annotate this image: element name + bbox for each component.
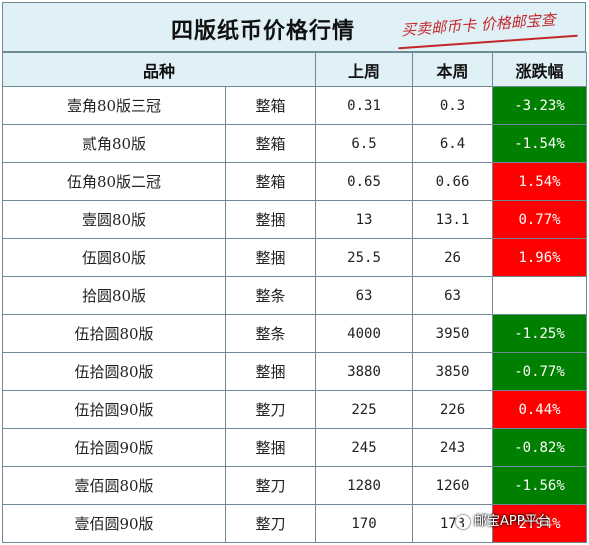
last-week-cell: 1280 [315,466,414,505]
this-week-cell: 63 [412,276,494,315]
unit-cell: 整捆 [224,200,317,239]
variety-name-cell: 壹圆80版 [2,200,226,239]
table-row: 壹佰圆80版 整刀 1280 1260 -1.56% [2,466,588,505]
unit-cell: 整捆 [224,352,317,391]
variety-name-cell: 贰角80版 [2,124,226,163]
this-week-cell: 0.3 [412,86,494,125]
change-cell: -3.23% [492,86,588,125]
header-last-week: 上周 [315,52,414,87]
table-row: 伍圆80版 整捆 25.5 26 1.96% [2,238,588,277]
last-week-cell: 245 [315,428,414,467]
last-week-cell: 4000 [315,314,414,353]
this-week-cell: 26 [412,238,494,277]
table-row: 伍拾圆80版 整条 4000 3950 -1.25% [2,314,588,353]
table-header-row: 品种 上周 本周 涨跌幅 [1,52,588,87]
unit-cell: 整箱 [224,86,317,125]
last-week-cell: 170 [315,504,414,543]
this-week-cell: 13.1 [412,200,494,239]
this-week-cell: 226 [412,390,494,429]
change-cell: 1.96% [492,238,588,277]
variety-name-cell: 壹角80版三冠 [2,86,226,125]
unit-cell: 整箱 [224,162,317,201]
change-cell: 2.94% [492,504,588,543]
last-week-cell: 0.65 [315,162,414,201]
unit-cell: 整箱 [224,124,317,163]
variety-name-cell: 壹佰圆80版 [2,466,226,505]
watermark-text: 邮宝APP平台 [474,514,551,529]
table-row: 伍拾圆90版 整刀 225 226 0.44% [2,390,588,429]
watermark: 邮宝APP平台 [456,510,551,529]
variety-name-cell: 伍角80版二冠 [2,162,226,201]
last-week-cell: 25.5 [315,238,414,277]
variety-name-cell: 伍拾圆80版 [2,352,226,391]
unit-cell: 整捆 [224,428,317,467]
last-week-cell: 63 [315,276,414,315]
title-bar: 四版纸币价格行情 买卖邮币卡 价格邮宝查 [2,2,586,52]
slogan-text: 买卖邮币卡 价格邮宝查 [400,10,557,40]
price-table: 品种 上周 本周 涨跌幅 壹角80版三冠 整箱 0.31 0.3 -3.23% 贰角80版… [1,52,588,543]
unit-cell: 整刀 [224,466,317,505]
last-week-cell: 225 [315,390,414,429]
variety-name-cell: 壹佰圆90版 [2,504,226,543]
change-cell: -1.25% [492,314,588,353]
table-row: 拾圆80版 整条 63 63 [2,276,588,315]
this-week-cell: 243 [412,428,494,467]
unit-cell: 整刀 [224,390,317,429]
last-week-cell: 13 [315,200,414,239]
last-week-cell: 6.5 [315,124,414,163]
table-row: 壹圆80版 整捆 13 13.1 0.77% [2,200,588,239]
header-this-week: 本周 [412,52,494,87]
table-row: 伍拾圆80版 整捆 3880 3850 -0.77% [2,352,588,391]
change-cell: -0.77% [492,352,588,391]
this-week-cell: 3850 [412,352,494,391]
header-variety: 品种 [1,52,317,87]
change-cell: 0.44% [492,390,588,429]
change-cell [492,276,588,315]
change-cell: -1.54% [492,124,588,163]
table-row: 伍角80版二冠 整箱 0.65 0.66 1.54% [2,162,588,201]
variety-name-cell: 伍拾圆90版 [2,428,226,467]
table-row: 贰角80版 整箱 6.5 6.4 -1.54% [2,124,588,163]
header-change: 涨跌幅 [492,52,588,87]
table-row: 伍拾圆90版 整捆 245 243 -0.82% [2,428,588,467]
variety-name-cell: 伍拾圆90版 [2,390,226,429]
change-cell: -1.56% [492,466,588,505]
table-row: 壹角80版三冠 整箱 0.31 0.3 -3.23% [2,86,588,125]
last-week-cell: 0.31 [315,86,414,125]
this-week-cell: 1260 [412,466,494,505]
last-week-cell: 3880 [315,352,414,391]
variety-name-cell: 伍圆80版 [2,238,226,277]
change-cell: 1.54% [492,162,588,201]
unit-cell: 整捆 [224,238,317,277]
wechat-icon [456,514,470,529]
unit-cell: 整刀 [224,504,317,543]
page-title: 四版纸币价格行情 [171,18,356,44]
table-row: 壹佰圆90版 整刀 170 173 2.94% [2,504,588,543]
variety-name-cell: 拾圆80版 [2,276,226,315]
unit-cell: 整条 [224,314,317,353]
change-cell: -0.82% [492,428,588,467]
change-cell: 0.77% [492,200,588,239]
this-week-cell: 6.4 [412,124,494,163]
variety-name-cell: 伍拾圆80版 [2,314,226,353]
this-week-cell: 0.66 [412,162,494,201]
unit-cell: 整条 [224,276,317,315]
this-week-cell: 3950 [412,314,494,353]
